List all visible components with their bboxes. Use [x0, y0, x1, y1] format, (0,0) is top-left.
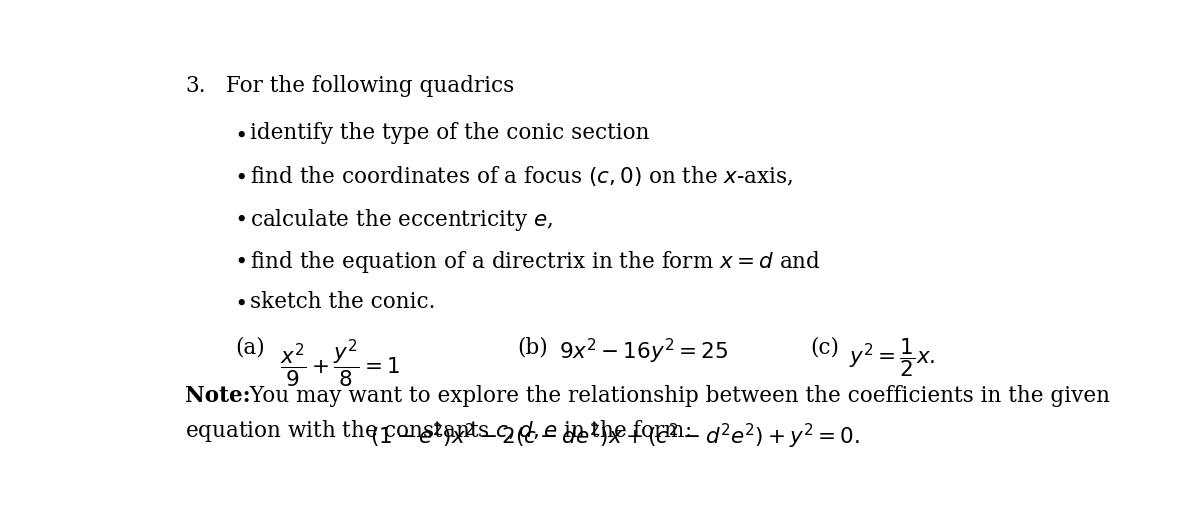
Text: $\dfrac{x^2}{9}+\dfrac{y^2}{8}=1$: $\dfrac{x^2}{9}+\dfrac{y^2}{8}=1$	[281, 337, 401, 389]
Text: $(1-e^2)x^2-2(c-de^2)x+(c^2-d^2e^2)+y^2=0.$: $(1-e^2)x^2-2(c-de^2)x+(c^2-d^2e^2)+y^2=…	[370, 422, 860, 451]
Text: find the coordinates of a focus $(c,0)$ on the $x$-axis,: find the coordinates of a focus $(c,0)$ …	[251, 165, 794, 189]
Text: (c): (c)	[810, 337, 839, 359]
Text: $\bullet$: $\bullet$	[234, 122, 246, 144]
Text: $\bullet$: $\bullet$	[234, 291, 246, 313]
Text: calculate the eccentricity $e$,: calculate the eccentricity $e$,	[251, 206, 553, 233]
Text: You may want to explore the relationship between the coefficients in the given: You may want to explore the relationship…	[242, 385, 1110, 407]
Text: Note:: Note:	[185, 385, 251, 407]
Text: $\bullet$: $\bullet$	[234, 249, 246, 271]
Text: identify the type of the conic section: identify the type of the conic section	[251, 122, 650, 144]
Text: (a): (a)	[235, 337, 265, 359]
Text: For the following quadrics: For the following quadrics	[227, 75, 515, 97]
Text: $9x^2-16y^2=25$: $9x^2-16y^2=25$	[559, 337, 728, 366]
Text: (b): (b)	[517, 337, 548, 359]
Text: equation with the constants $c,d,e$ in the form:: equation with the constants $c,d,e$ in t…	[185, 418, 691, 444]
Text: 3.: 3.	[185, 75, 206, 97]
Text: sketch the conic.: sketch the conic.	[251, 291, 436, 313]
Text: $y^2=\dfrac{1}{2}x.$: $y^2=\dfrac{1}{2}x.$	[850, 337, 936, 380]
Text: $\bullet$: $\bullet$	[234, 206, 246, 228]
Text: $\bullet$: $\bullet$	[234, 165, 246, 187]
Text: find the equation of a directrix in the form $x = d$ and: find the equation of a directrix in the …	[251, 249, 821, 274]
